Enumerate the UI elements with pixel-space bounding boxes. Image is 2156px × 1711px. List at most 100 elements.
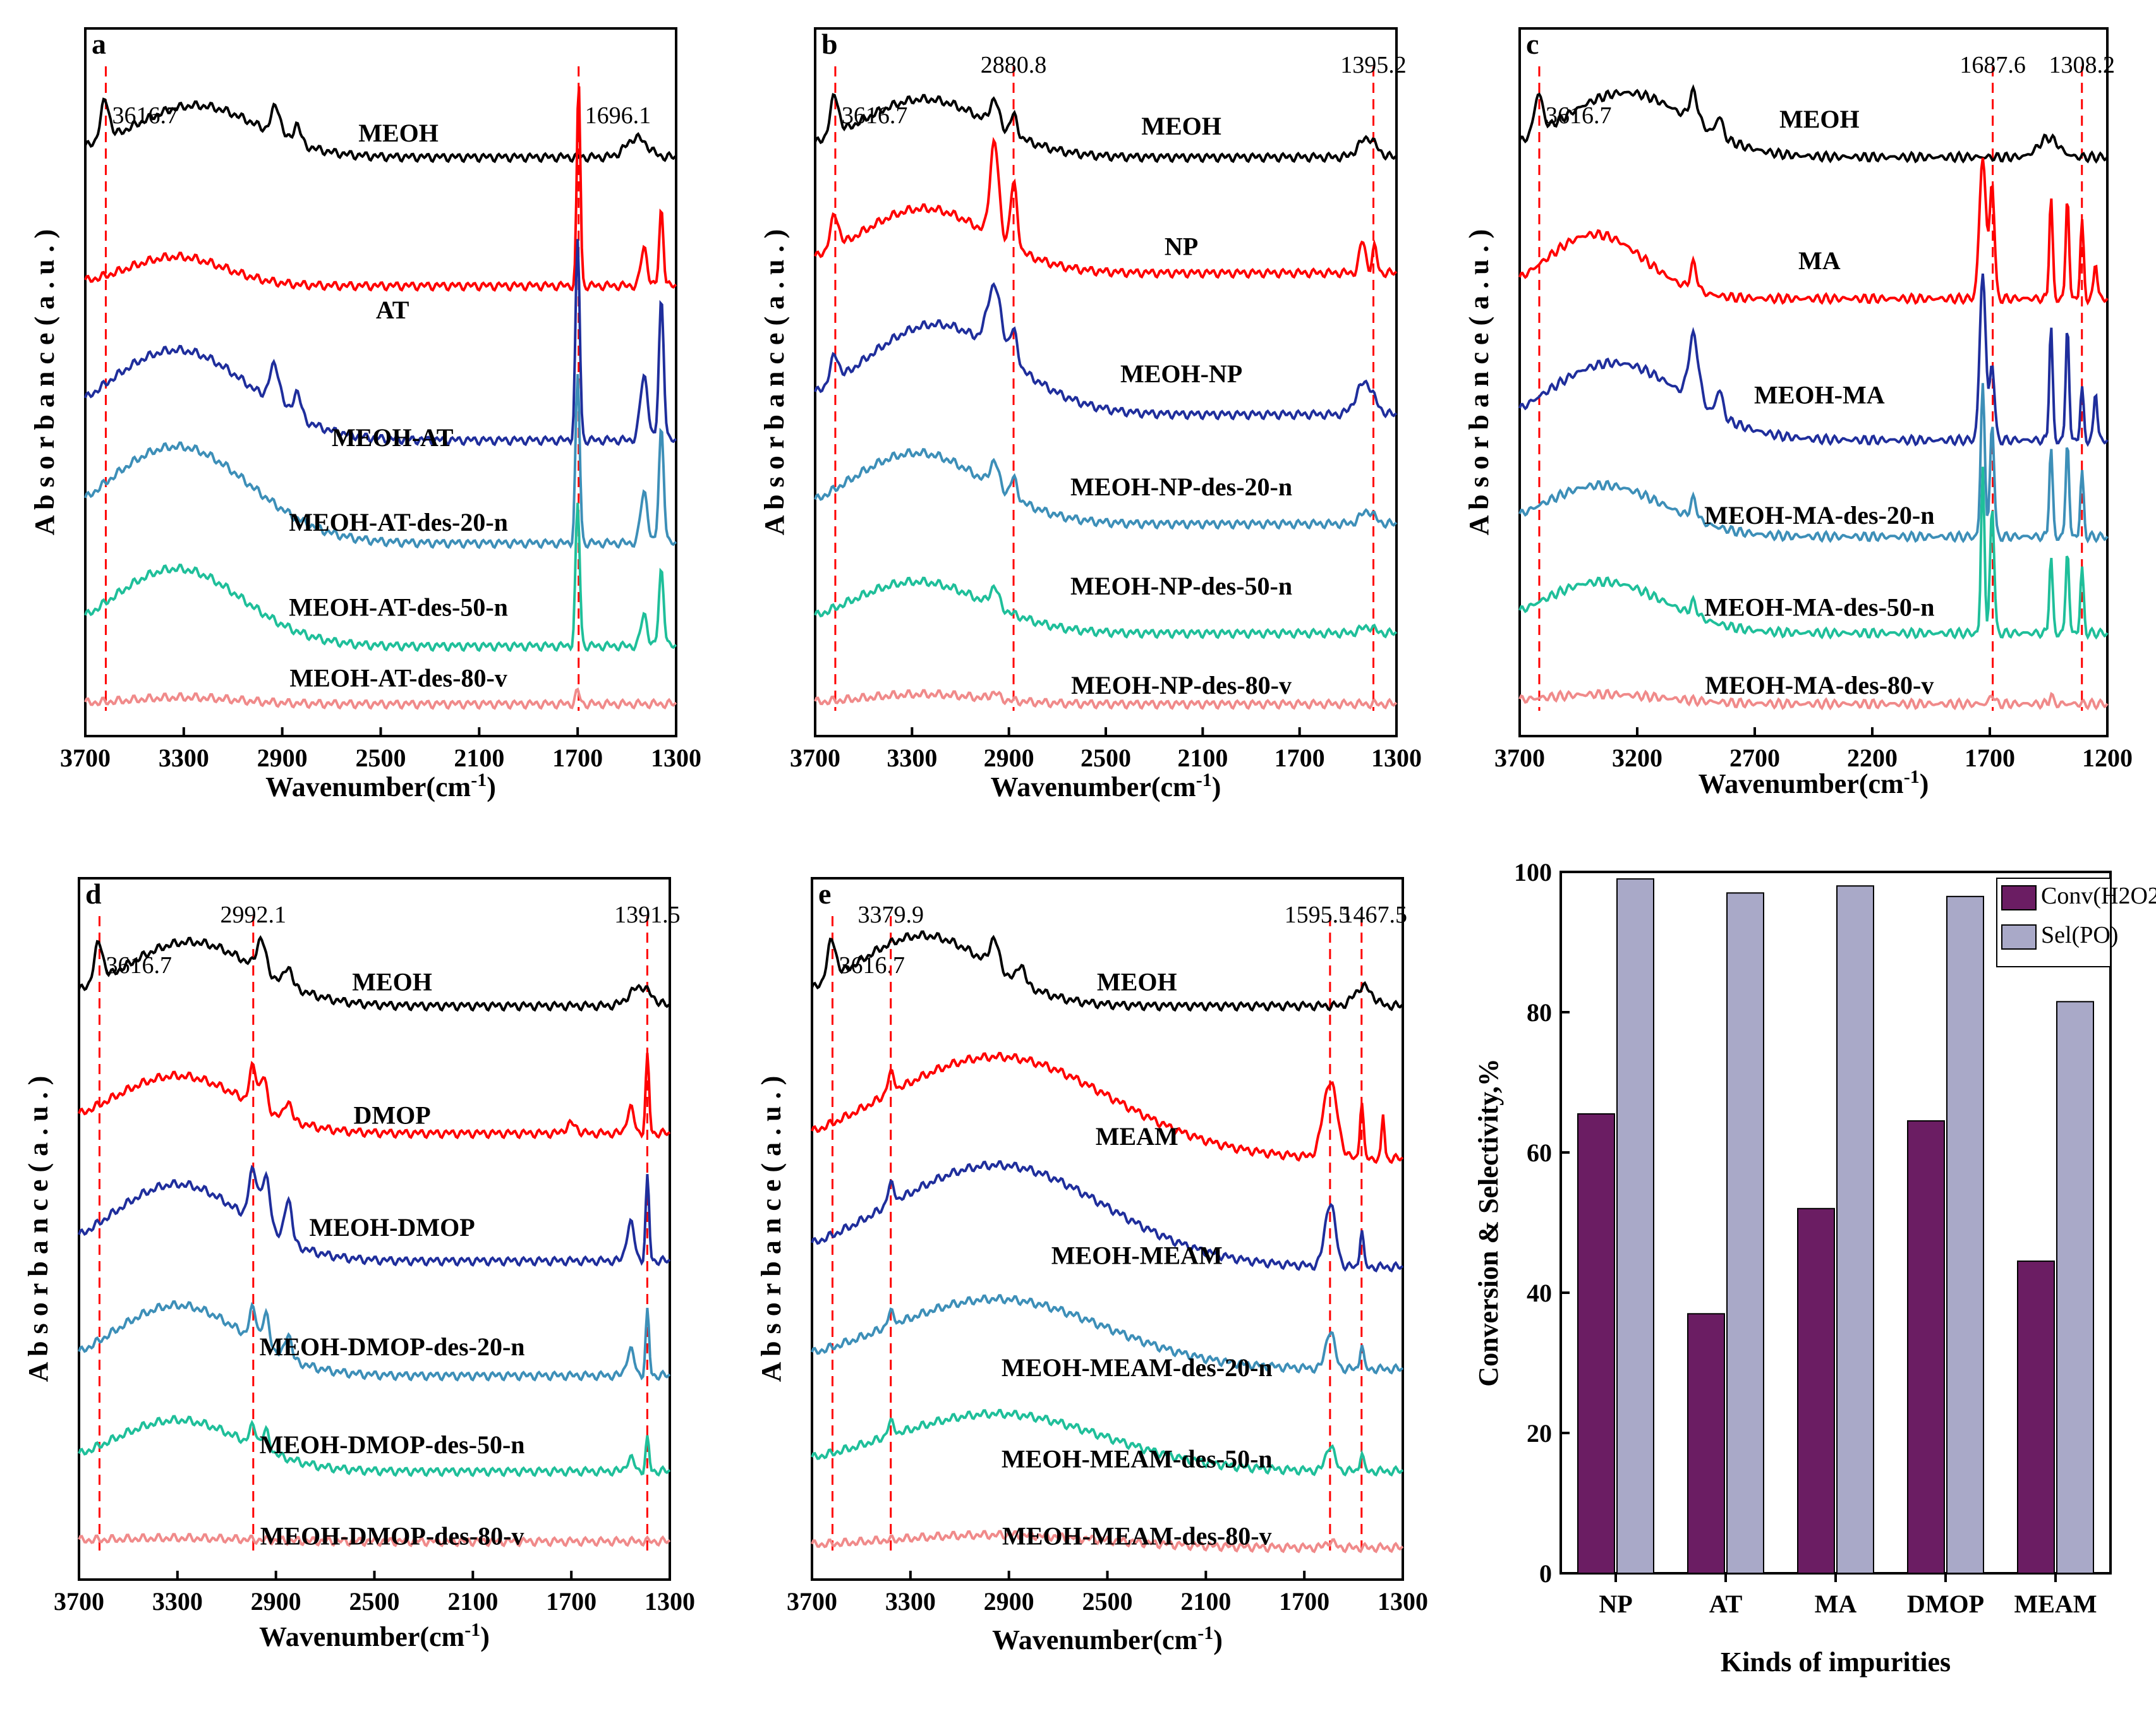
x-tick-label: 3300: [159, 744, 209, 772]
spectrum-line: [1518, 383, 2109, 544]
panel-c: c 3700 3200 2700 2200 1700 1200 Wavenumber(cm-1…: [1463, 27, 2133, 799]
x-tick-label: DMOP: [1907, 1590, 1984, 1618]
spectrum-line: [84, 374, 677, 550]
x-tick-label: 2900: [251, 1587, 301, 1616]
spectrum-line: [811, 1160, 1404, 1273]
spectrum-line: [814, 93, 1398, 164]
panel-letter: d: [85, 878, 102, 910]
spectrum-line: [1518, 157, 2109, 306]
y-axis-label: Conversion & Selectivity,%: [1473, 1058, 1504, 1386]
spectrum-line: [1518, 273, 2109, 447]
x-axis-label-close: ): [487, 771, 496, 802]
x-tick-label: 1700: [1275, 744, 1325, 772]
y-tick-label: 40: [1527, 1279, 1552, 1307]
x-tick-label: 3700: [60, 744, 111, 772]
y-tick-label: 60: [1527, 1139, 1552, 1167]
series-label: MEOH-MA-des-80-v: [1705, 671, 1934, 699]
series-label: AT: [376, 296, 409, 324]
peak-annotation: 3379.9: [857, 902, 924, 928]
x-tick-label: 1300: [1378, 1587, 1428, 1616]
spectrum-line: [84, 86, 677, 292]
spectrum-line: [811, 1051, 1404, 1164]
series-label: MEOH-NP: [1120, 360, 1242, 388]
series-label: MEOH-MEAM-des-80-v: [1002, 1522, 1272, 1551]
spectrum-line: [1518, 466, 2109, 640]
x-tick-label: 1300: [651, 744, 701, 772]
spectrum-line: [811, 1530, 1404, 1554]
bar-selectivity: [1946, 895, 1984, 1574]
legend-swatch: [2001, 924, 2037, 950]
peak-annotation: 1595.5: [1285, 902, 1351, 928]
x-axis-label: Wavenumber(cm-1): [259, 1619, 490, 1653]
x-tick-label: 2700: [1729, 744, 1780, 772]
x-tick-label: AT: [1709, 1590, 1743, 1618]
bar-conversion: [1797, 1207, 1835, 1575]
x-tick-label: 1300: [645, 1587, 695, 1616]
y-axis-label: A b s o r b a n c e ( a . u . ): [1463, 229, 1494, 535]
y-tick-label: 100: [1514, 858, 1552, 886]
series-label: MEOH: [1141, 112, 1221, 140]
spectrum-line: [811, 1294, 1404, 1375]
y-axis-label: A b s o r b a n c e ( a . u . ): [756, 1076, 787, 1382]
x-tick-label: 2500: [349, 1587, 400, 1616]
x-tick-label: 2100: [447, 1587, 498, 1616]
peak-annotation: 2880.8: [981, 52, 1047, 78]
series-label: MEOH: [1097, 968, 1177, 996]
bar-conversion: [1907, 1120, 1945, 1575]
x-tick-label: 2900: [984, 1587, 1034, 1616]
x-tick-label: 3700: [790, 744, 840, 772]
x-tick-label: 2100: [454, 744, 504, 772]
peak-annotation: 1467.5: [1341, 902, 1407, 928]
series-label: MEOH-AT-des-50-n: [289, 593, 508, 622]
panel-a: a 3700 3300 2900 2500 2100 1700 1300 Wavenumber(…: [29, 27, 701, 803]
peak-annotation: 1391.5: [614, 902, 681, 928]
series-label: MEOH-NP-des-80-v: [1071, 671, 1292, 699]
peak-annotation: 1696.1: [585, 102, 651, 129]
y-tick-label: 0: [1539, 1559, 1552, 1588]
series-label: MEOH-MEAM: [1051, 1242, 1223, 1270]
plot-frame: [1518, 27, 2109, 737]
x-tick-label: 1700: [546, 1587, 597, 1616]
x-tick-label: 3300: [152, 1587, 203, 1616]
series-label: MEAM: [1096, 1122, 1178, 1151]
peak-annotation: 1308.2: [2049, 52, 2115, 78]
y-axis-label: A b s o r b a n c e ( a . u . ): [23, 1076, 54, 1382]
legend-swatch: [2001, 885, 2037, 910]
series-label: MEOH-AT-des-80-v: [289, 664, 507, 692]
x-tick-label: 3300: [887, 744, 937, 772]
x-axis-label-sup: -1: [1196, 770, 1212, 790]
x-tick-label: 2900: [257, 744, 308, 772]
spectrum-line: [78, 1164, 671, 1267]
x-tick-label: 1300: [1371, 744, 1422, 772]
x-tick-label: 3700: [54, 1587, 104, 1616]
spectrum-line: [811, 930, 1404, 1012]
panel-letter: b: [821, 28, 838, 60]
series-label: MEOH-MEAM-des-20-n: [1002, 1353, 1273, 1382]
y-tick-label: 20: [1527, 1419, 1552, 1448]
series-label: MA: [1798, 246, 1841, 275]
peak-annotation: 3616.7: [112, 102, 178, 129]
x-tick-label: 2200: [1847, 744, 1898, 772]
spectrum-line: [84, 502, 677, 653]
spectrum-line: [814, 136, 1398, 279]
spectrum-line: [811, 1408, 1404, 1477]
spectrum-line: [84, 239, 677, 447]
x-axis-label: Wavenumber(cm-1): [265, 770, 496, 803]
panel-f: f020406080100NPATMADMOPMEAMKinds of impu…: [1473, 858, 2156, 1678]
panel-letter: c: [1526, 28, 1539, 60]
series-label: MEOH-MA-des-50-n: [1704, 593, 1934, 622]
series-label: DMOP: [353, 1101, 430, 1130]
peak-annotation: 1687.6: [1959, 52, 2026, 78]
spectrum-line: [78, 935, 671, 1012]
spectrum-line: [78, 1053, 671, 1140]
series-label: MEOH-AT: [332, 423, 454, 452]
x-axis-label-close: ): [1920, 768, 1929, 799]
x-tick-label: 1700: [1965, 744, 2015, 772]
panel-d: d 3700 3300 2900 2500 2100 1700 1300 Wavenumber(…: [23, 877, 695, 1653]
series-label: MEOH: [358, 119, 439, 147]
spectrum-line: [814, 689, 1398, 710]
y-axis-label: A b s o r b a n c e ( a . u . ): [29, 229, 60, 535]
x-tick-label: NP: [1599, 1590, 1632, 1618]
